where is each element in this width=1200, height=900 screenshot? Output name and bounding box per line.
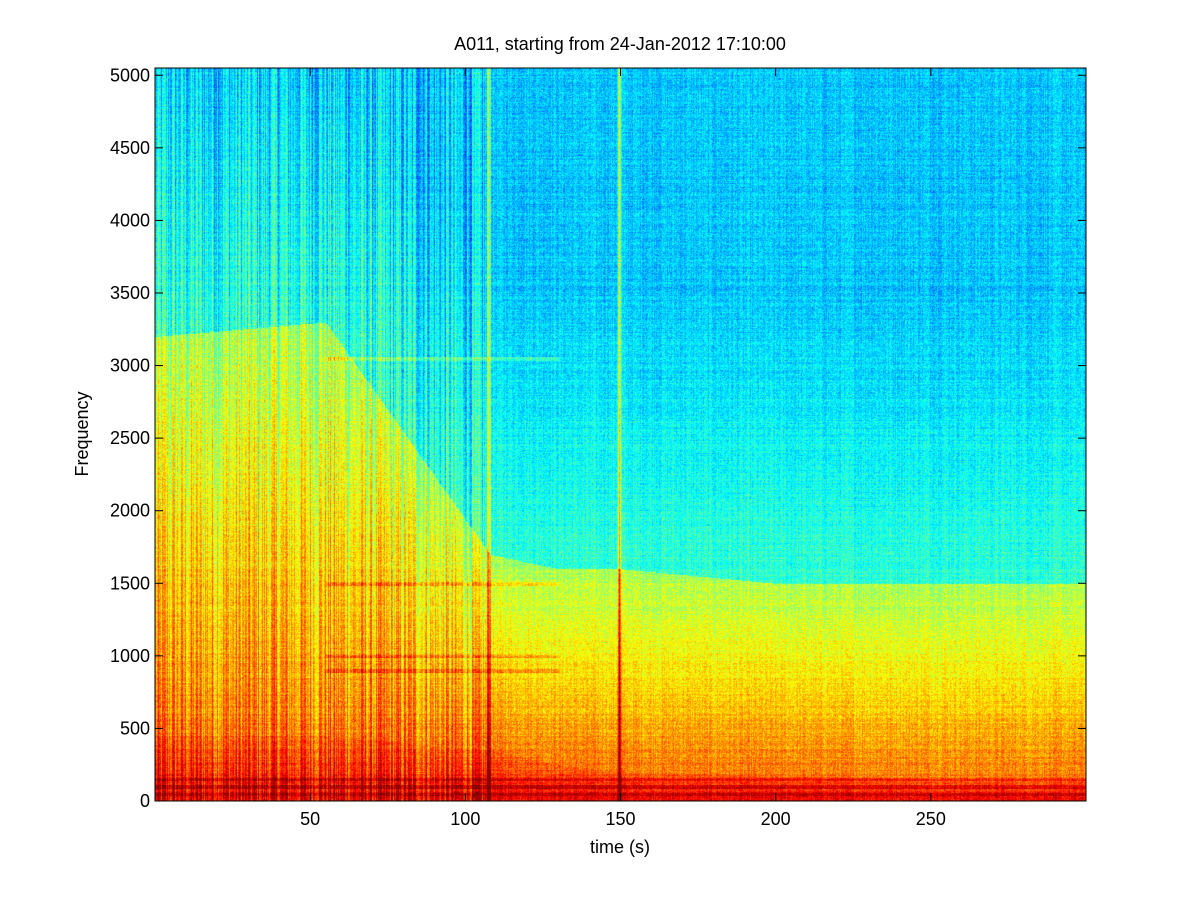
- y-tick-label: 5000: [110, 65, 150, 85]
- y-tick-label: 0: [140, 791, 150, 811]
- x-tick-label: 50: [300, 809, 320, 829]
- y-tick-label: 4500: [110, 138, 150, 158]
- y-tick-label: 2500: [110, 428, 150, 448]
- x-tick-label: 100: [450, 809, 480, 829]
- y-tick-label: 1000: [110, 646, 150, 666]
- ticks: 50 100 150 200 25005001000150020002500300035…: [110, 65, 1086, 829]
- y-tick-label: 1500: [110, 573, 150, 593]
- x-axis-label: time (s): [590, 837, 650, 857]
- x-tick-label: 150: [605, 809, 635, 829]
- y-tick-label: 3000: [110, 356, 150, 376]
- y-tick-label: 500: [120, 718, 150, 738]
- plot-frame: [154, 67, 1087, 802]
- spectrogram-image: [155, 68, 1086, 801]
- y-tick-label: 2000: [110, 501, 150, 521]
- y-tick-label: 4000: [110, 210, 150, 230]
- y-axis-label: Frequency: [72, 391, 92, 476]
- y-tick-label: 3500: [110, 283, 150, 303]
- chart-title: A011, starting from 24-Jan-2012 17:10:00: [454, 34, 786, 54]
- x-tick-label: 250: [916, 809, 946, 829]
- x-tick-label: 200: [761, 809, 791, 829]
